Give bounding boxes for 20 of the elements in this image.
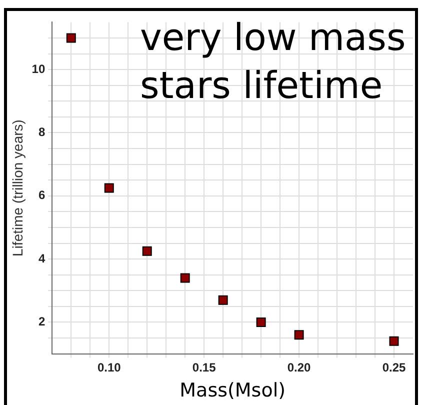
x-tick-label: 0.20: [287, 360, 312, 374]
point: [142, 246, 152, 256]
point: [180, 273, 190, 283]
annotation: very low mass stars lifetime: [140, 15, 407, 109]
point: [104, 183, 114, 193]
y-tick-label: 10: [32, 62, 46, 76]
y-axis-title: Lifetime (trillion years): [9, 120, 26, 256]
y-tick-label: 2: [38, 314, 46, 329]
y-tick-label: 6: [38, 188, 46, 202]
point: [389, 336, 399, 346]
x-tick-label: 0.10: [97, 360, 122, 374]
point: [66, 33, 76, 43]
x-tick-label: 0.15: [192, 360, 216, 374]
x-axis-title: Mass(Msol): [180, 380, 286, 402]
y-tick-label: 4: [38, 251, 46, 266]
x-tick-label: 0.25: [382, 360, 406, 374]
y-tick-label: 8: [38, 125, 46, 140]
point: [218, 295, 228, 305]
point: [294, 330, 304, 340]
point: [256, 317, 266, 327]
